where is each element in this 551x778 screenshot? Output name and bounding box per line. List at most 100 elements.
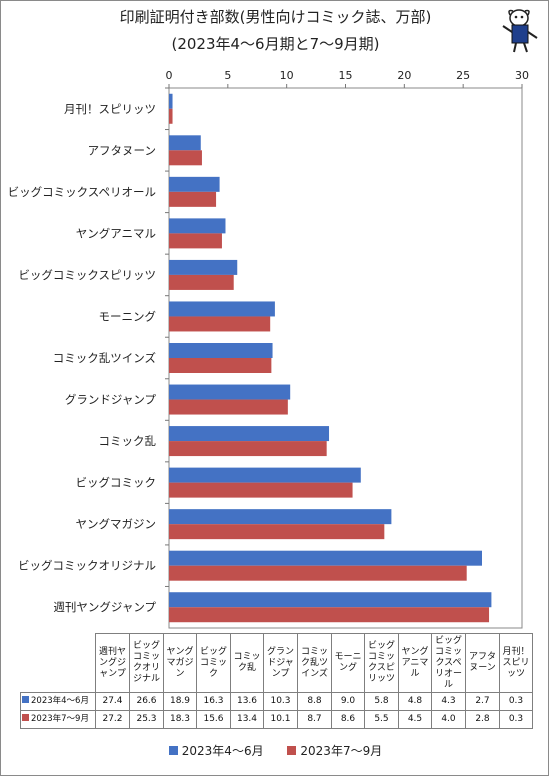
x-tick-label: 30 [515,69,529,82]
table-cell: 27.4 [95,692,130,711]
bar-series1 [169,343,273,358]
table-cell: 4.8 [398,692,432,711]
row-label-text: 2023年7〜9月 [31,714,89,724]
bar-series2 [169,482,353,498]
bar-series1 [169,301,275,317]
category-label: ビッグコミックスペリオール [8,185,156,199]
table-cell: 4.3 [431,692,466,711]
category-label: ヤングマガジン [76,517,157,531]
bar-series1 [169,259,238,275]
bar-series1 [169,426,330,442]
bar-series1 [169,135,201,151]
table-row-label: 2023年7〜9月 [20,710,96,729]
table-header-cell: ビッグコミック [196,633,231,693]
table-cell: 25.3 [129,710,164,729]
bar-series2 [169,565,467,581]
table-cell: 2.7 [465,692,500,711]
bar-series1 [169,592,492,608]
table-header-cell: ヤングマガジン [163,633,197,693]
bar-series1 [169,384,291,400]
bar-series2 [169,191,217,207]
series2-key [22,714,29,721]
category-label: 月刊！スピリッツ [64,102,156,116]
table-corner [21,634,96,693]
table-header-cell: アフタヌーン [465,633,500,693]
legend-swatch-2 [287,746,297,755]
table-row-label: 2023年4〜6月 [20,692,96,711]
x-tick-label: 10 [280,69,294,82]
table-cell: 16.3 [196,692,231,711]
table-cell: 2.8 [465,710,500,729]
x-tick-label: 25 [456,69,470,82]
table-header-cell: グランドジャンプ [263,633,298,693]
table-cell: 5.8 [364,692,399,711]
table-cell: 4.5 [398,710,432,729]
series1-key [22,696,29,703]
bar-series1 [169,218,226,234]
bar-series1 [169,509,392,525]
bar-series2 [169,274,234,290]
table-header-cell: ヤングアニマル [398,633,432,693]
legend-label-1: 2023年4〜6月 [181,744,264,758]
category-label: グランドジャンプ [65,393,157,407]
bar-series1 [169,467,361,483]
category-label: ビッグコミック [76,476,157,490]
category-label: コミック乱 [99,434,157,448]
category-label: モーニング [99,309,157,323]
bar-series2 [169,441,327,457]
bar-series2 [169,233,222,249]
bar-series2 [169,358,272,373]
table-header-cell: ビッグコミックオリジナル [129,633,164,693]
table-cell: 8.7 [297,710,332,729]
table-cell: 9.0 [331,692,365,711]
bar-series2 [169,316,271,332]
legend-item-1: 2023年4〜6月 [168,742,264,759]
category-label: コミック乱ツインズ [53,351,156,365]
table-cell: 18.9 [163,692,197,711]
category-label: 週刊ヤングジャンプ [53,600,156,614]
legend-item-2: 2023年7〜9月 [287,742,382,759]
legend-label-2: 2023年7〜9月 [300,744,383,758]
table-cell: 27.2 [95,710,130,729]
bar-series1 [169,176,220,192]
table-cell: 4.0 [431,710,466,729]
x-tick-label: 5 [224,69,231,82]
table-cell: 8.6 [331,710,365,729]
x-tick-label: 15 [339,69,353,82]
bar-series2 [169,524,385,540]
data-table: 週刊ヤングジャンプ ビッグコミックオリジナル ヤングマガジン ビッグコミック コミック乱… [20,633,533,729]
bar-series1 [169,93,173,109]
table-cell: 13.4 [230,710,264,729]
bar-chart: 0 5 10 15 20 25 30 月刊！スピリッツアフタヌーンビッグコミックスペリオールヤ… [8,69,529,629]
bar-series2 [169,399,288,415]
bar-series2 [169,108,173,124]
chart-subtitle: (2023年4〜6月期と7〜9月期) [171,35,380,53]
table-header-cell: ビッグコミックスペリオール [431,633,466,693]
table-cell: 8.8 [297,692,332,711]
legend: 2023年4〜6月 2023年7〜9月 [0,742,551,759]
row-label-text: 2023年4〜6月 [31,696,89,706]
table-header-cell: モーニング [331,633,365,693]
table-cell: 26.6 [129,692,164,711]
table-cell: 18.3 [163,710,197,729]
table-cell: 0.3 [499,710,533,729]
table-header-cell: ビッグコミックスピリッツ [364,633,399,693]
legend-swatch-1 [168,746,178,755]
table-cell: 10.3 [263,692,298,711]
table-cell: 5.5 [364,710,399,729]
table-cell: 13.6 [230,692,264,711]
mascot-illustration [502,9,538,53]
table-header-cell: コミック乱ツインズ [297,633,332,693]
table-header-cell: コミック乱 [230,633,264,693]
category-label: ビッグコミックオリジナル [18,559,156,573]
x-tick-label: 20 [397,69,411,82]
category-label: アフタヌーン [88,143,156,157]
table-row: 2023年7〜9月 27.2 25.3 18.3 15.6 13.4 10.1 8.7 8.6… [20,710,533,729]
category-label: ビッグコミックスピリッツ [18,268,156,282]
table-cell: 15.6 [196,710,231,729]
table-header-cell: 月刊！スピリッツ [499,633,533,693]
table-header-cell: 週刊ヤングジャンプ [95,633,130,693]
table-header-row: 週刊ヤングジャンプ ビッグコミックオリジナル ヤングマガジン ビッグコミック コミック乱… [21,633,533,693]
x-tick-label: 0 [166,69,173,82]
